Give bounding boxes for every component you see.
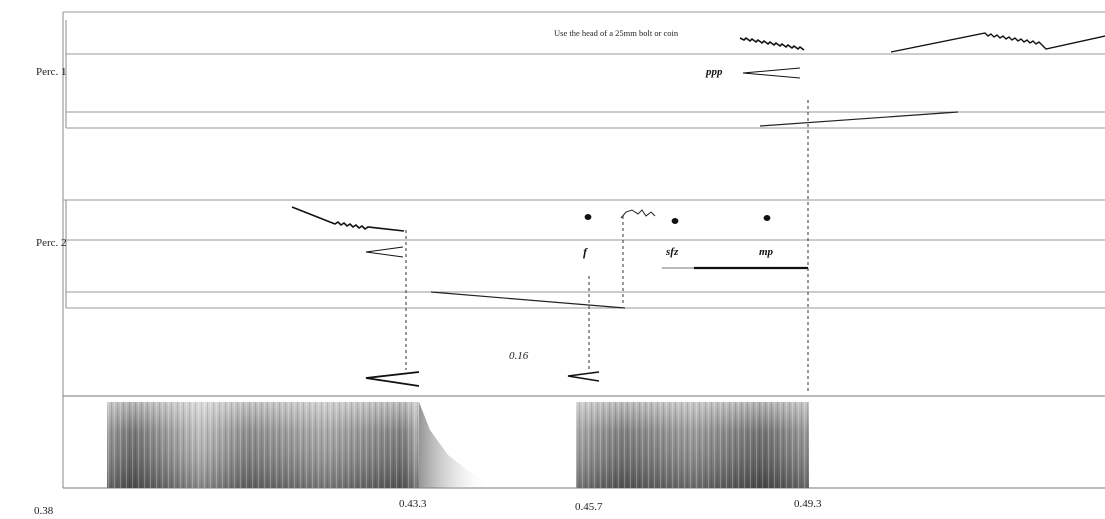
duration-mark: 0.16	[509, 350, 529, 362]
note-dot-mp	[763, 215, 771, 221]
dynamic-ppp: ppp	[706, 66, 723, 78]
bottom-hairpin-b	[567, 371, 600, 382]
spectrogram-block-a	[107, 402, 490, 488]
perc1-crescendo-hairpin	[742, 67, 801, 79]
perc1-staff	[63, 11, 1105, 129]
perc2-glissando-line	[430, 291, 626, 309]
dynamic-mp: mp	[759, 246, 774, 258]
note-dot-f	[584, 214, 592, 220]
perc1-zigzag-gesture	[739, 36, 805, 51]
perc2-label: Perc. 2	[36, 237, 67, 249]
dynamic-f: f	[583, 245, 587, 259]
score-left-border	[62, 12, 67, 488]
perc2-hairpin-small	[365, 246, 404, 258]
timestamp-start: 0.38	[34, 505, 54, 517]
perc1-zigzag-line-right	[890, 32, 1105, 53]
timestamp-t2: 0.45.7	[575, 501, 603, 513]
perc2-zigzag-gesture	[291, 206, 405, 232]
perc2-small-zigzag	[620, 209, 656, 219]
note-dots	[584, 214, 771, 224]
spectrogram-block-b	[576, 402, 809, 488]
perc1-label: Perc. 1	[36, 66, 67, 78]
alignment-dashed-lines	[405, 100, 809, 392]
instruction-text: Use the head of a 25mm bolt or coin	[554, 28, 679, 38]
timestamp-t1: 0.43.3	[399, 498, 427, 510]
dynamic-sfz: sfz	[666, 246, 679, 258]
timestamp-t3: 0.49.3	[794, 498, 822, 510]
note-dot-sfz	[671, 218, 679, 224]
perc1-glissando-line	[759, 111, 959, 127]
bottom-hairpin-a	[365, 371, 420, 387]
perc2-staff	[63, 199, 1105, 309]
